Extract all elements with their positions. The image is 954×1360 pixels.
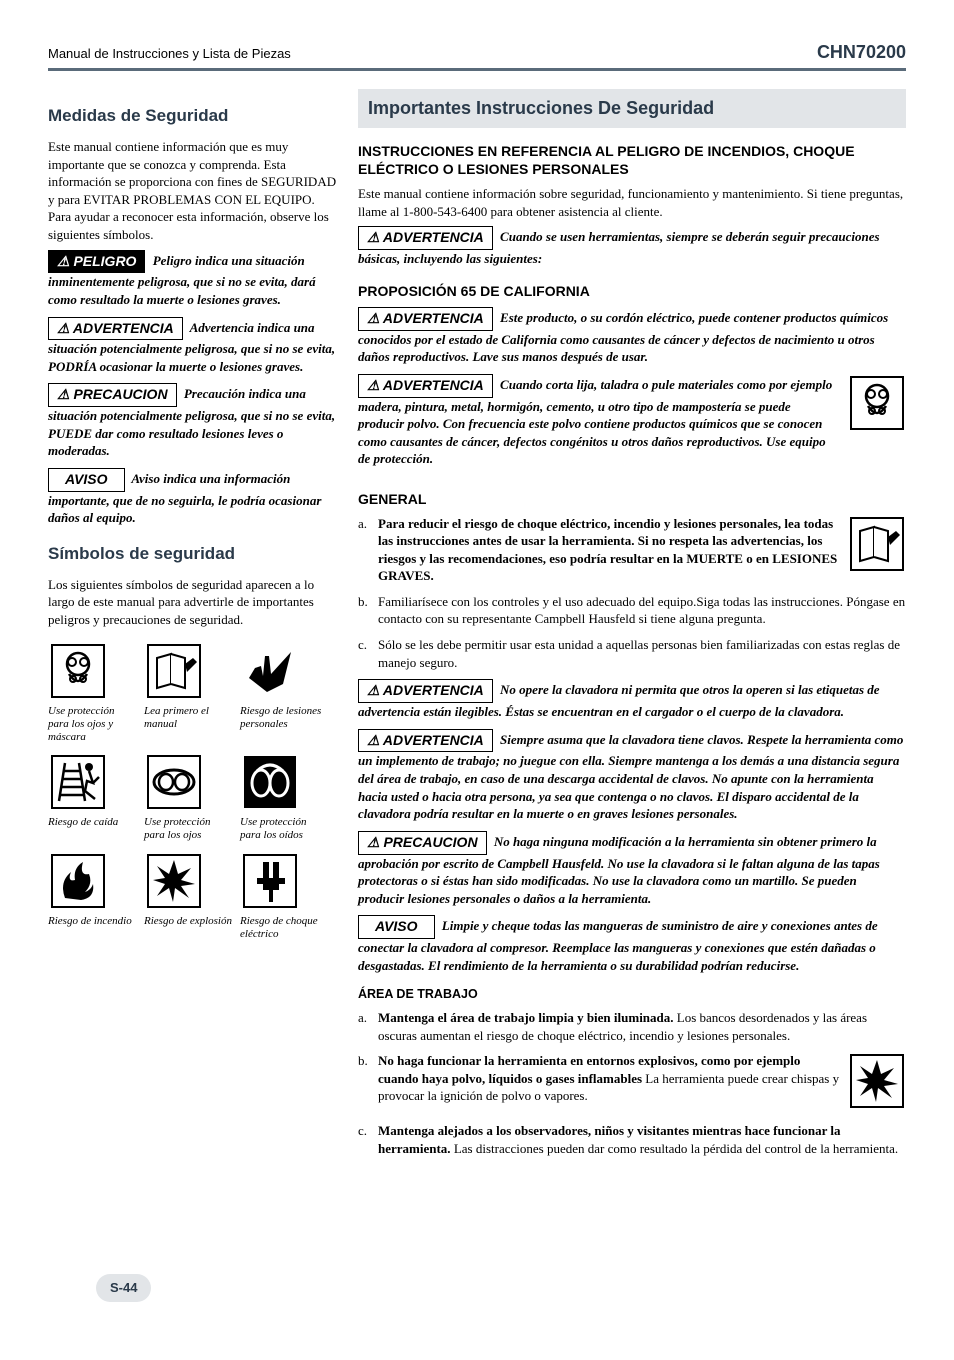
precau-label-1: ⚠ PRECAUCION (358, 831, 487, 855)
mask-icon: Use protección para los ojos y máscara (48, 641, 136, 745)
injury-icon: Riesgo de lesiones personales (240, 641, 328, 745)
goggles-icon: Use protección para los ojos (144, 752, 232, 842)
medidas-intro: Este manual contiene información que es … (48, 138, 340, 243)
gen-c: Sólo se les debe permitir usar esta unid… (358, 636, 906, 671)
gen-a: Para reducir el riesgo de choque eléctri… (378, 516, 837, 584)
gen-b: Familiarísece con los controles y el uso… (358, 593, 906, 628)
advert-label-3: ⚠ ADVERTENCIA (358, 374, 493, 398)
simbolos-intro: Los siguientes símbolos de seguridad apa… (48, 576, 340, 629)
area-a-bold: Mantenga el área de trabajo limpia y bie… (378, 1010, 674, 1025)
ear-icon: Use protección para los oídos (240, 752, 328, 842)
manual-icon (848, 515, 906, 573)
precau-label: ⚠ PRECAUCION (48, 383, 177, 407)
area-title: ÁREA DE TRABAJO (358, 986, 906, 1003)
instrucciones-sub: INSTRUCCIONES EN REFERENCIA AL PELIGRO D… (358, 142, 906, 180)
area-c-rest: Las distracciones pueden dar como result… (451, 1141, 899, 1156)
aviso1-text: Limpie y cheque todas las mangueras de s… (358, 918, 878, 973)
simbolos-title: Símbolos de seguridad (48, 537, 340, 566)
mask-icon (848, 374, 906, 432)
medidas-title: Medidas de Seguridad (48, 99, 340, 128)
shock-icon: Riesgo de choque eléctrico (240, 851, 328, 941)
manual-icon: Lea primero el manual (144, 641, 232, 745)
importantes-title: Importantes Instrucciones De Seguridad (358, 89, 906, 127)
general-title: GENERAL (358, 490, 906, 509)
advert-label-1: ⚠ ADVERTENCIA (358, 226, 493, 250)
advert-label-5: ⚠ ADVERTENCIA (358, 729, 493, 753)
prop65-title: PROPOSICIÓN 65 DE CALIFORNIA (358, 282, 906, 301)
fall-icon: Riesgo de caída (48, 752, 136, 842)
peligro-label: ⚠ PELIGRO (48, 250, 145, 274)
header-left: Manual de Instrucciones y Lista de Pieza… (48, 45, 291, 63)
advert-label-4: ⚠ ADVERTENCIA (358, 679, 493, 703)
explosion-icon (848, 1052, 906, 1110)
manual-intro: Este manual contiene información sobre s… (358, 185, 906, 220)
advert-label-2: ⚠ ADVERTENCIA (358, 307, 493, 331)
model-number: CHN70200 (817, 40, 906, 64)
aviso-label-1: AVISO (358, 915, 435, 939)
page-number: S-44 (96, 1274, 151, 1302)
fire-icon: Riesgo de incendio (48, 851, 136, 941)
aviso-label: AVISO (48, 468, 125, 492)
advert-label: ⚠ ADVERTENCIA (48, 317, 183, 341)
explosion-icon: Riesgo de explosión (144, 851, 232, 941)
